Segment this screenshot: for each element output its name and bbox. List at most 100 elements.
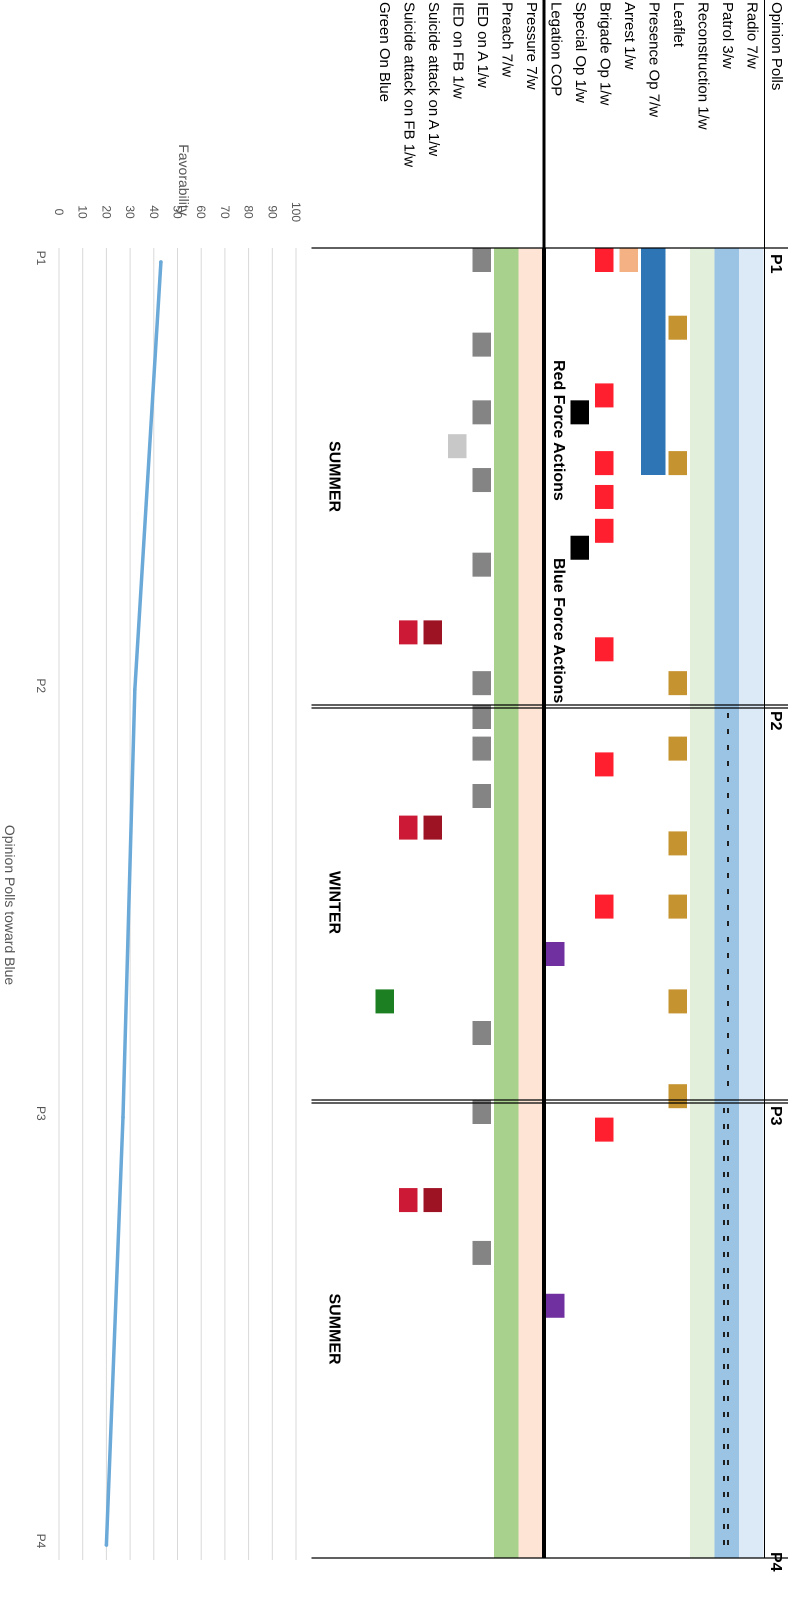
event-brigade [595,383,614,408]
patrol-dash [727,825,729,830]
rotated-chart-frame: Opinion Polls Radio 7/w Patrol 3/w Reconstr… [2,0,788,1572]
event-brigade [595,1117,614,1142]
patrol-dash [727,1033,729,1038]
patrol-dash [727,809,729,814]
patrol-dash [723,1332,725,1337]
patrol-dash [727,905,729,910]
blue-force-actions-header: Blue Force Actions [550,558,567,703]
patrol-dash [727,729,729,734]
patrol-dash [727,857,729,862]
y-axis-label: Favorability [176,144,192,216]
patrol-dash [723,1172,725,1177]
series-point [133,687,137,692]
patrol-dash [723,1492,725,1497]
row-label-preach: Preach 7/w [499,2,516,77]
patrol-dash [723,1540,725,1545]
patrol-dash [727,1252,729,1257]
period-label-P2: P2 [767,711,784,731]
row-label-opinion: Opinion Polls [768,2,785,90]
series-point [159,260,163,264]
row-label-ied_a: IED on A 1/w [474,2,491,88]
event-cop [546,1293,565,1318]
period-label-P4: P4 [767,1552,784,1572]
series-lines [104,260,163,1547]
y-tick-label: 60 [194,205,208,219]
season-label: SUMMER [326,441,343,513]
y-tick-labels: 0 10 20 30 40 50 60 70 80 90 100 [52,202,303,222]
event-sa_fb [399,620,418,645]
patrol-dash [723,1316,725,1321]
y-tick-label: 20 [99,205,113,219]
patrol-dash [727,1172,729,1177]
event-sa_a [423,1188,442,1213]
patrol-dash [727,889,729,894]
patrol-dash [727,1017,729,1022]
patrol-dash [727,1524,729,1529]
y-tick-label: 80 [242,205,256,219]
row-label-brigade: Brigade Op 1/w [597,2,614,106]
season-label: WINTER [326,871,343,935]
patrol-dash [727,969,729,974]
season-labels: SUMMER WINTER SUMMER [326,441,343,1365]
event-special [570,535,589,560]
row-label-ied_fb: IED on FB 1/w [450,2,467,99]
patrol-dash [727,873,729,878]
patrol-dash [727,1492,729,1497]
event-ied_a [472,248,491,272]
patrol-dash [723,1236,725,1241]
timeline-grid [311,0,788,1559]
row-label-recon: Reconstruction 1/w [695,2,712,130]
y-tick-label: 30 [123,205,137,219]
event-brigade [595,752,614,777]
row-label-pressure: Pressure 7/w [523,2,540,90]
patrol-dash [723,1188,725,1193]
patrol-dash [727,1065,729,1070]
patrol-dash [727,1380,729,1385]
patrol-dash [723,1444,725,1449]
patrol-dash [727,1348,729,1353]
row-label-cop: Legation COP [548,2,565,96]
event-cop [546,942,565,966]
event-brigade [595,248,614,272]
x-tick-label: P1 [34,251,48,266]
event-leaflet [668,315,687,340]
y-tick-label: 100 [289,202,303,222]
patrol-dash [727,1108,729,1113]
patrol-dash [727,1476,729,1481]
series-point [121,1115,125,1120]
chart-title: Opinion Polls toward Blue [2,825,18,986]
patrol-dash [727,1508,729,1513]
event-leaflet [668,1084,687,1109]
row-label-sa_a: Suicide attack on A 1/w [425,2,442,156]
event-brigade [595,451,614,476]
patrol-dash [727,1156,729,1161]
band-patrol [714,248,739,1558]
row-label-sa_fb: Suicide attack on FB 1/w [401,2,418,167]
patrol-dash [723,1220,725,1225]
season-label: SUMMER [326,1293,343,1365]
bar-presence [641,248,666,475]
event-ied_a [472,1240,491,1265]
event-arrest [619,248,638,272]
event-ied_a [472,1100,491,1124]
period-label-P3: P3 [767,1106,784,1126]
event-ied_a [472,400,491,425]
series-point [104,1543,109,1547]
y-tick-label: 10 [76,205,90,219]
row-label-leaflet: Leaflet [670,2,687,48]
patrol-dash [723,1140,725,1145]
row-label-gob: Green On Blue [376,2,393,102]
event-ied_a [472,736,491,761]
row-label-presence: Presence Op 7/w [646,2,663,117]
band-recon [690,248,715,1558]
patrol-dash [727,1460,729,1465]
patrol-dash [723,1476,725,1481]
patrol-dash [727,1140,729,1145]
patrol-dash [727,1001,729,1006]
patrol-dash [723,1460,725,1465]
patrol-dash [723,1508,725,1513]
x-tick-label: P2 [34,678,48,693]
period-labels: P1 P2 P3 P4 [767,254,784,1572]
patrol-dash [727,1236,729,1241]
